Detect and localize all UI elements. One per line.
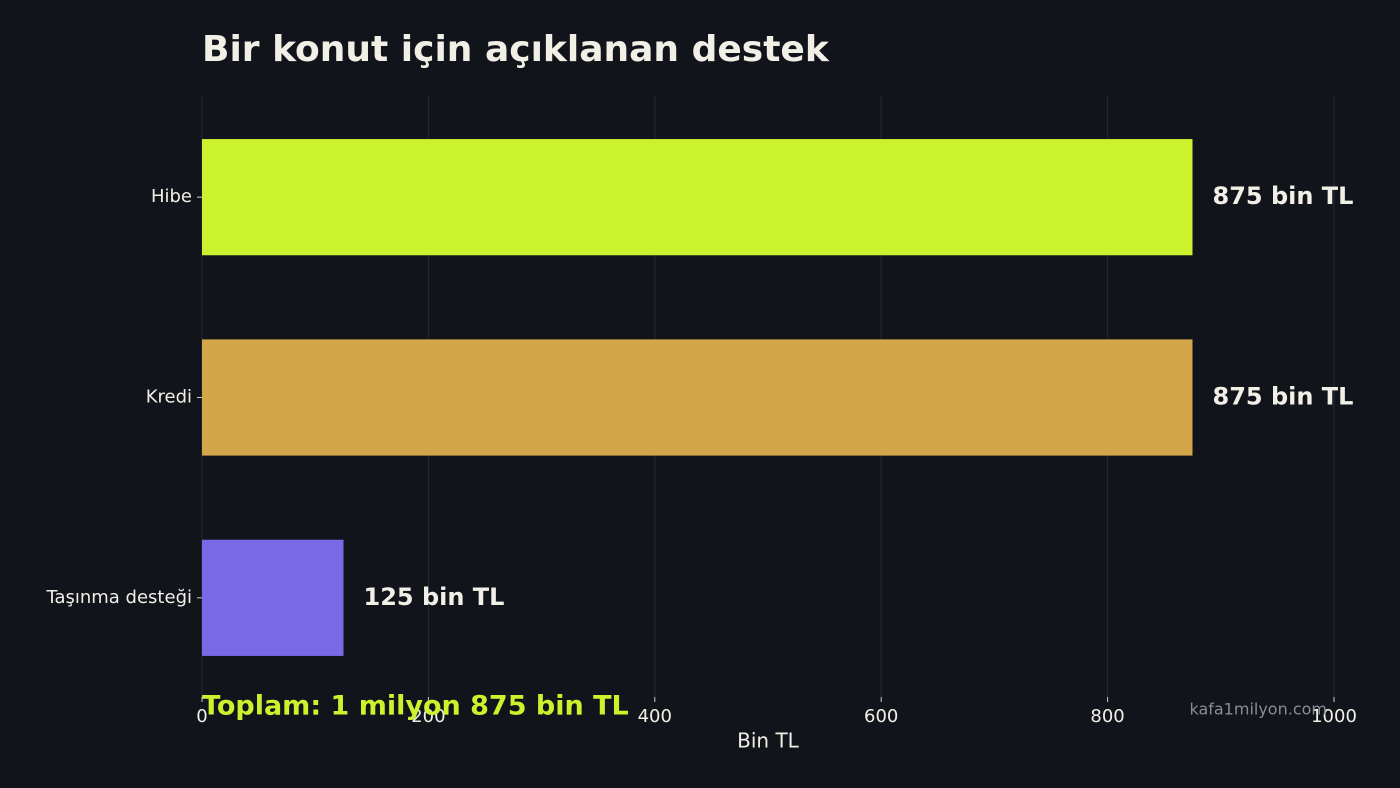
- x-axis-label: Bin TL: [737, 729, 800, 753]
- chart-title: Bir konut için açıklanan destek: [202, 29, 830, 70]
- annotation: Toplam: 1 milyon 875 bin TL: [202, 691, 629, 722]
- value-label: 125 bin TL: [364, 583, 505, 611]
- x-tick-label: 400: [638, 706, 672, 727]
- watermark: kafa1milyon.com: [1189, 700, 1327, 719]
- x-tick-label: 1000: [1311, 706, 1357, 727]
- value-label: 875 bin TL: [1213, 383, 1354, 411]
- y-tick-label: Taşınma desteği: [45, 587, 192, 608]
- x-tick-label: 600: [864, 706, 898, 727]
- y-tick-label: Kredi: [146, 387, 192, 408]
- x-tick-label: 800: [1090, 706, 1124, 727]
- y-tick-label: Hibe: [151, 186, 192, 207]
- bar: [202, 339, 1193, 456]
- x-tick-label: 0: [196, 706, 207, 727]
- bar: [202, 139, 1193, 256]
- bar: [202, 539, 344, 656]
- x-tick-label: 200: [411, 706, 445, 727]
- value-label: 875 bin TL: [1213, 182, 1354, 210]
